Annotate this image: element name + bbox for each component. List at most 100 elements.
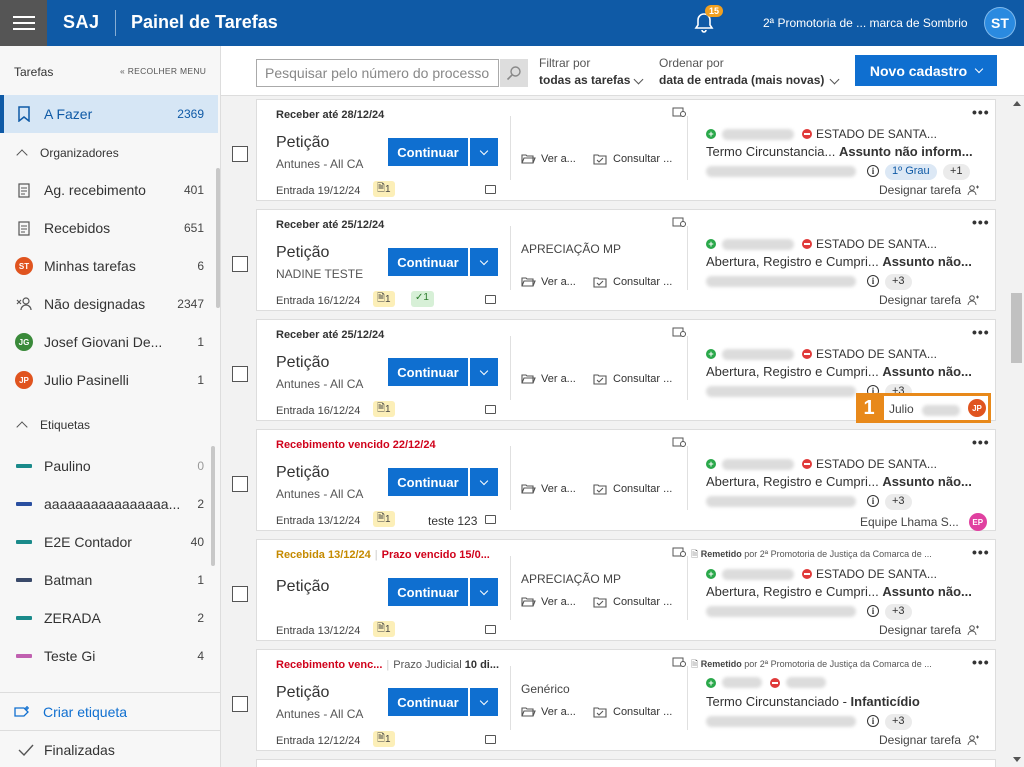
continue-dropdown-button[interactable]	[470, 138, 498, 166]
more-options-button[interactable]: •••	[972, 654, 990, 670]
designate-task-button[interactable]: Designar tarefa	[879, 293, 980, 307]
info-icon[interactable]: i	[867, 495, 879, 507]
more-badge[interactable]: +3	[885, 604, 912, 620]
designate-task-button[interactable]: Designar tarefa	[879, 623, 980, 637]
continue-button[interactable]: Continuar	[388, 688, 468, 716]
info-icon[interactable]: i	[867, 715, 879, 727]
comment-icon[interactable]	[485, 185, 496, 194]
consult-button[interactable]: Consultar ...	[593, 706, 672, 718]
scroll-down-arrow[interactable]	[1013, 757, 1021, 762]
main-scrollbar[interactable]	[1009, 96, 1024, 767]
sidebar-item-a-fazer[interactable]: A Fazer 2369	[0, 95, 218, 133]
finished-button[interactable]: Finalizadas	[0, 730, 220, 767]
assigned-team[interactable]: Equipe Lhama S... EP	[860, 513, 987, 531]
sidebar-item-minhas-tarefas[interactable]: ST Minhas tarefas 6	[0, 247, 218, 285]
organizers-section[interactable]: Organizadores	[16, 146, 119, 161]
search-input[interactable]	[256, 59, 499, 87]
tag-item[interactable]: Paulino 0	[0, 447, 218, 485]
designate-task-button[interactable]: Designar tarefa	[879, 183, 980, 197]
more-options-button[interactable]: •••	[972, 434, 990, 450]
sidebar-item-nao-designadas[interactable]: Não designadas 2347	[0, 285, 218, 323]
continue-dropdown-button[interactable]	[470, 578, 498, 606]
more-options-button[interactable]: •••	[972, 544, 990, 560]
comment-icon[interactable]	[485, 735, 496, 744]
view-button[interactable]: Ver a...	[521, 373, 576, 385]
comment-icon[interactable]	[485, 295, 496, 304]
consult-button[interactable]: Consultar ...	[593, 483, 672, 495]
brand-logo[interactable]: SAJ	[63, 12, 100, 32]
designate-task-button[interactable]: Designar tarefa	[879, 733, 980, 747]
continue-button[interactable]: Continuar	[388, 578, 468, 606]
sidebar-item-julio[interactable]: JP Julio Pasinelli 1	[0, 361, 218, 399]
continue-button[interactable]: Continuar	[388, 358, 468, 386]
more-options-button[interactable]: •••	[972, 214, 990, 230]
view-button[interactable]: Ver a...	[521, 153, 576, 165]
task-card[interactable]: Recebida 13/12/24 | Prazo vencido 15/0... …	[256, 539, 996, 641]
tag-item[interactable]: ZERADA 2	[0, 599, 218, 637]
task-checkbox[interactable]	[232, 586, 248, 602]
divider	[687, 226, 688, 290]
task-checkbox[interactable]	[232, 696, 248, 712]
info-icon[interactable]: i	[867, 605, 879, 617]
more-options-button[interactable]: •••	[972, 104, 990, 120]
continue-dropdown-button[interactable]	[470, 358, 498, 386]
more-badge[interactable]: +3	[885, 274, 912, 290]
task-subtitle: Antunes - All CA	[276, 157, 364, 171]
task-checkbox[interactable]	[232, 146, 248, 162]
view-button[interactable]: Ver a...	[521, 483, 576, 495]
search-button[interactable]	[500, 59, 528, 87]
scroll-up-arrow[interactable]	[1013, 101, 1021, 106]
consult-button[interactable]: Consultar ...	[593, 596, 672, 608]
task-card[interactable]: Receber até 25/12/24 ••• Petição NADINE …	[256, 209, 996, 311]
task-checkbox[interactable]	[232, 476, 248, 492]
sidebar-item-label: Josef Giovani De...	[44, 334, 163, 350]
continue-dropdown-button[interactable]	[470, 688, 498, 716]
consult-button[interactable]: Consultar ...	[593, 373, 672, 385]
task-checkbox[interactable]	[232, 366, 248, 382]
sidebar-item-josef[interactable]: JG Josef Giovani De... 1	[0, 323, 218, 361]
continue-button[interactable]: Continuar	[388, 138, 468, 166]
tag-item[interactable]: E2E Contador 40	[0, 523, 218, 561]
scroll-thumb[interactable]	[1011, 293, 1022, 363]
tag-item[interactable]: Batman 1	[0, 561, 218, 599]
organizers-scrollbar[interactable]	[216, 168, 220, 308]
continue-button[interactable]: Continuar	[388, 468, 468, 496]
tag-item[interactable]: aaaaaaaaaaaaaaaa... 2	[0, 485, 218, 523]
task-checkbox[interactable]	[232, 256, 248, 272]
assigned-user-chip[interactable]: Julio JP	[881, 393, 991, 423]
collapse-menu-button[interactable]: « RECOLHER MENU	[120, 66, 207, 76]
order-dropdown[interactable]: Ordenar por data de entrada (mais novas)	[659, 56, 845, 87]
sidebar-item-recebidos[interactable]: Recebidos 651	[0, 209, 218, 247]
task-card[interactable]	[256, 759, 996, 767]
view-button[interactable]: Ver a...	[521, 706, 576, 718]
task-card[interactable]: Recebimento venc... | Prazo Judicial 10 di…	[256, 649, 996, 751]
task-card[interactable]: Recebimento vencido 22/12/24 ••• Petição…	[256, 429, 996, 531]
comment-icon[interactable]	[485, 625, 496, 634]
info-icon[interactable]: i	[867, 165, 879, 177]
tag-item[interactable]: Teste Gi 4	[0, 637, 218, 675]
task-card[interactable]: Receber até 28/12/24 ••• Petição Antunes…	[256, 99, 996, 201]
more-badge[interactable]: +3	[885, 494, 912, 510]
view-button[interactable]: Ver a...	[521, 596, 576, 608]
tags-scrollbar[interactable]	[211, 446, 215, 566]
more-options-button[interactable]: •••	[972, 324, 990, 340]
comment-icon[interactable]	[485, 405, 496, 414]
continue-button[interactable]: Continuar	[388, 248, 468, 276]
sidebar-item-ag-recebimento[interactable]: Ag. recebimento 401	[0, 171, 218, 209]
user-avatar[interactable]: ST	[984, 7, 1016, 39]
view-button[interactable]: Ver a...	[521, 276, 576, 288]
org-selector[interactable]: 2ª Promotoria de ... marca de Sombrio	[763, 16, 968, 30]
continue-dropdown-button[interactable]	[470, 248, 498, 276]
info-icon[interactable]: i	[867, 275, 879, 287]
filter-dropdown[interactable]: Filtrar por todas as tarefas	[539, 56, 649, 87]
create-tag-button[interactable]: Criar etiqueta	[0, 692, 220, 730]
more-badge[interactable]: +3	[885, 714, 912, 730]
consult-button[interactable]: Consultar ...	[593, 276, 672, 288]
more-badge[interactable]: +1	[943, 164, 970, 180]
continue-dropdown-button[interactable]	[470, 468, 498, 496]
tags-section[interactable]: Etiquetas	[16, 418, 90, 433]
menu-button[interactable]	[0, 0, 47, 46]
comment-icon[interactable]	[485, 515, 496, 524]
new-record-button[interactable]: Novo cadastro	[855, 55, 997, 86]
consult-button[interactable]: Consultar ...	[593, 153, 672, 165]
